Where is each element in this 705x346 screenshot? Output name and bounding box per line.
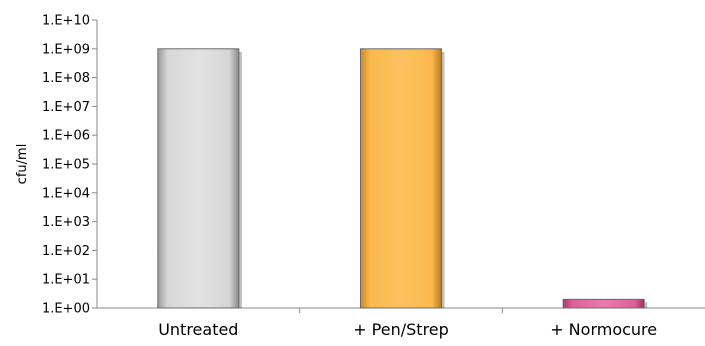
y-tick-label: 1.E+08 — [42, 71, 90, 86]
bars — [157, 48, 648, 309]
bar — [157, 48, 240, 309]
y-tick-label: 1.E+03 — [42, 215, 90, 230]
y-tick-label: 1.E+10 — [42, 14, 90, 29]
y-tick-label: 1.E+02 — [42, 244, 90, 259]
y-ticks: 1.E+00 1.E+01 1.E+02 1.E+03 1.E+04 1.E+05 1.E+… — [42, 14, 97, 317]
y-tick-label: 1.E+07 — [42, 100, 90, 115]
x-tick-label: + Pen/Strep — [353, 320, 449, 339]
y-tick-label: 1.E+00 — [42, 302, 90, 317]
y-tick-label: 1.E+04 — [42, 186, 90, 201]
bar — [562, 298, 645, 309]
y-tick-label: 1.E+05 — [42, 158, 90, 173]
y-tick-label: 1.E+06 — [42, 129, 90, 144]
x-tick-label: + Normocure — [550, 320, 657, 339]
x-ticks: Untreated + Pen/Strep + Normocure — [158, 308, 657, 339]
y-tick-label: 1.E+09 — [42, 42, 90, 57]
y-tick-label: 1.E+01 — [42, 273, 90, 288]
x-tick-label: Untreated — [158, 320, 238, 339]
y-axis-label: cfu/ml — [15, 144, 30, 185]
bar — [359, 48, 443, 309]
